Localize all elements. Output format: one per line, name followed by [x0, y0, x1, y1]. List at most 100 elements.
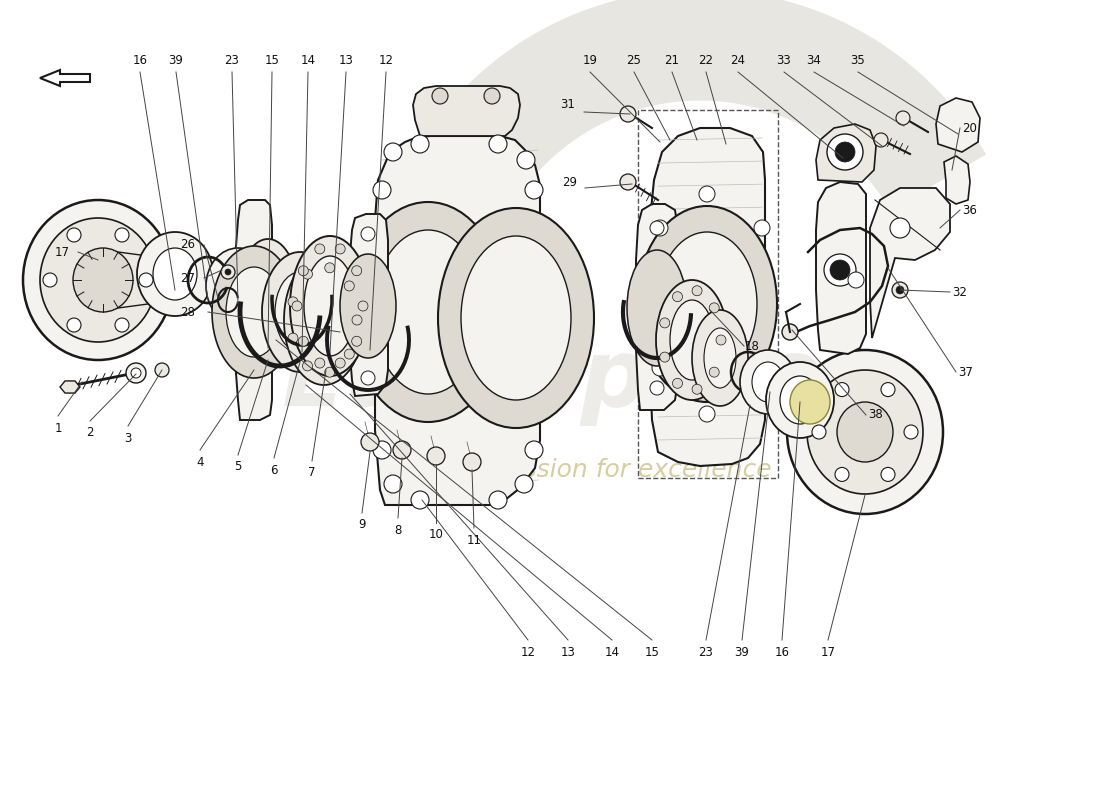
Circle shape [384, 143, 402, 161]
Ellipse shape [220, 263, 256, 309]
Ellipse shape [670, 300, 714, 380]
Circle shape [830, 260, 850, 280]
Text: 15: 15 [645, 646, 659, 658]
Ellipse shape [73, 248, 133, 312]
Circle shape [650, 221, 664, 235]
Circle shape [824, 254, 856, 286]
Polygon shape [650, 128, 764, 466]
Text: 14: 14 [605, 646, 619, 658]
Circle shape [373, 181, 390, 199]
Ellipse shape [290, 236, 370, 376]
Ellipse shape [275, 272, 324, 352]
Circle shape [336, 358, 345, 368]
Text: 39: 39 [735, 646, 749, 658]
Circle shape [710, 367, 719, 377]
Circle shape [411, 491, 429, 509]
Ellipse shape [780, 376, 820, 424]
Circle shape [302, 269, 312, 279]
Circle shape [672, 378, 682, 388]
Text: 16: 16 [774, 646, 790, 658]
Text: 22: 22 [698, 54, 714, 66]
Circle shape [484, 88, 500, 104]
Ellipse shape [790, 380, 830, 424]
Circle shape [881, 382, 895, 397]
Text: 2: 2 [86, 426, 94, 439]
Ellipse shape [692, 310, 748, 406]
Circle shape [515, 475, 534, 493]
Text: a passion for excellence: a passion for excellence [469, 458, 771, 482]
Text: 34: 34 [806, 54, 822, 66]
Polygon shape [235, 200, 272, 420]
Polygon shape [40, 70, 90, 86]
Ellipse shape [461, 236, 571, 400]
Text: 6: 6 [271, 463, 277, 477]
Ellipse shape [740, 350, 796, 414]
Ellipse shape [627, 250, 688, 366]
Text: 21: 21 [664, 54, 680, 66]
Circle shape [126, 363, 146, 383]
Text: 12: 12 [520, 646, 536, 658]
Text: 39: 39 [168, 54, 184, 66]
Circle shape [358, 301, 368, 311]
Ellipse shape [304, 256, 356, 356]
Text: 9: 9 [359, 518, 365, 531]
Circle shape [344, 349, 354, 359]
Circle shape [692, 286, 702, 296]
Ellipse shape [766, 362, 834, 438]
Circle shape [226, 269, 231, 275]
Circle shape [298, 266, 308, 276]
Circle shape [288, 333, 298, 343]
Text: 37: 37 [958, 366, 974, 378]
Circle shape [710, 303, 719, 313]
Ellipse shape [704, 328, 736, 388]
Polygon shape [870, 188, 950, 338]
Circle shape [361, 433, 379, 451]
Circle shape [344, 281, 354, 291]
Circle shape [835, 382, 849, 397]
Ellipse shape [350, 202, 506, 422]
Text: 25: 25 [627, 54, 641, 66]
Circle shape [490, 491, 507, 509]
Circle shape [315, 358, 324, 368]
Text: 23: 23 [224, 54, 240, 66]
Circle shape [67, 228, 81, 242]
Polygon shape [816, 124, 876, 182]
Circle shape [221, 265, 235, 279]
Ellipse shape [153, 248, 197, 300]
Ellipse shape [238, 239, 298, 349]
Circle shape [324, 263, 334, 273]
Polygon shape [636, 204, 678, 410]
Polygon shape [375, 136, 540, 505]
Circle shape [361, 371, 375, 385]
Circle shape [352, 336, 362, 346]
Text: 28: 28 [180, 306, 196, 318]
Text: 8: 8 [394, 523, 402, 537]
Text: 23: 23 [698, 646, 714, 658]
Circle shape [835, 142, 855, 162]
Circle shape [324, 367, 334, 377]
Ellipse shape [226, 267, 282, 357]
Ellipse shape [786, 350, 943, 514]
Circle shape [373, 441, 390, 459]
Circle shape [904, 425, 918, 439]
Polygon shape [103, 250, 163, 310]
Ellipse shape [298, 276, 350, 364]
Text: 5: 5 [234, 461, 242, 474]
Ellipse shape [262, 252, 338, 372]
Text: 18: 18 [745, 339, 759, 353]
Text: 7: 7 [308, 466, 316, 479]
Circle shape [131, 368, 141, 378]
Circle shape [352, 315, 362, 325]
Text: 19: 19 [583, 54, 597, 66]
Circle shape [782, 324, 797, 340]
Circle shape [463, 453, 481, 471]
Text: 16: 16 [132, 54, 147, 66]
Circle shape [155, 363, 169, 377]
Circle shape [336, 244, 345, 254]
Circle shape [352, 266, 362, 276]
Circle shape [660, 318, 670, 328]
Circle shape [490, 135, 507, 153]
Circle shape [892, 282, 907, 298]
Ellipse shape [340, 254, 396, 358]
Ellipse shape [752, 362, 784, 402]
